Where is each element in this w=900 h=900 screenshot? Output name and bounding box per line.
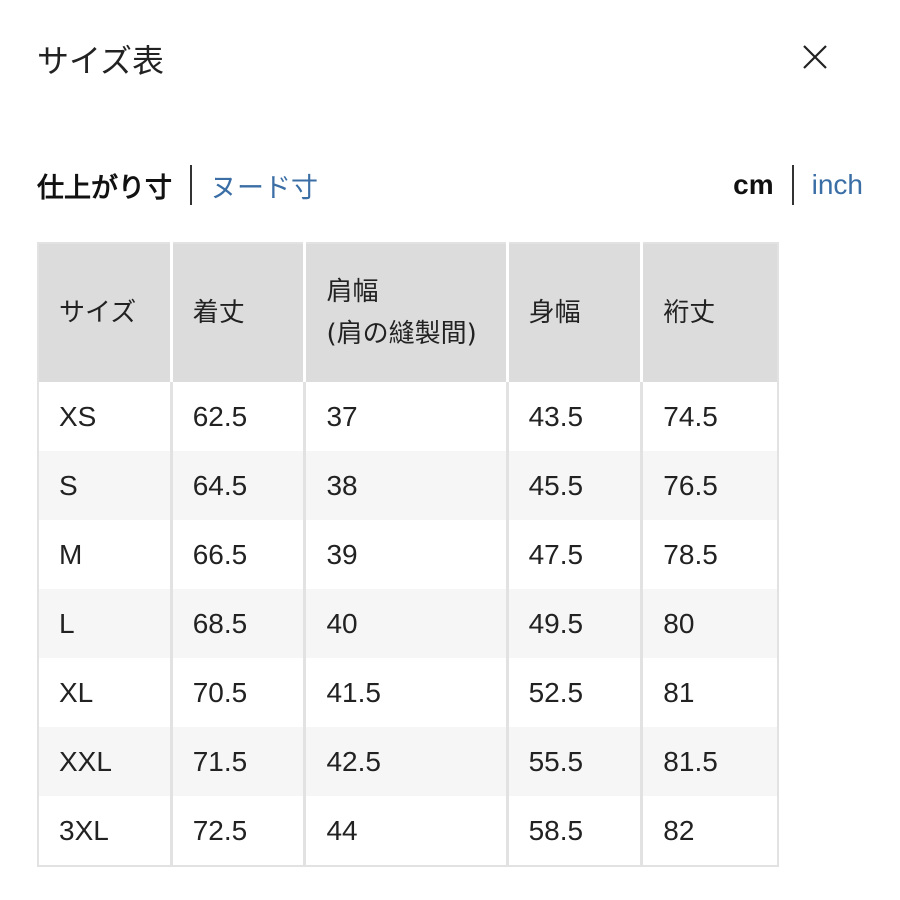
table-cell: 55.5 [505, 727, 642, 796]
table-row: 3XL 72.5 44 58.5 82 [38, 796, 778, 866]
table-row: XL 70.5 41.5 52.5 81 [38, 658, 778, 727]
table-cell: 37 [303, 382, 508, 451]
table-cell: 41.5 [303, 658, 508, 727]
table-cell: 42.5 [303, 727, 508, 796]
column-header: 肩幅 (肩の縫製間) [303, 243, 508, 382]
table-cell: 66.5 [169, 520, 305, 589]
table-cell: 45.5 [505, 451, 642, 520]
table-cell: 72.5 [169, 796, 305, 866]
table-cell: M [59, 538, 83, 570]
table-row: XS 62.5 37 43.5 74.5 [38, 382, 778, 451]
measurement-tabs: 仕上がり寸 ヌード寸 [37, 165, 318, 205]
column-header: 身幅 [505, 243, 642, 382]
table-cell: 82 [640, 796, 778, 866]
divider [190, 165, 192, 205]
table-cell: 49.5 [505, 589, 642, 658]
table-cell: 43.5 [505, 382, 642, 451]
page-title: サイズ表 [37, 42, 165, 80]
divider [791, 165, 794, 205]
table-cell: 44 [303, 796, 508, 866]
table-cell: 76.5 [640, 451, 778, 520]
table-cell: 3XL [59, 814, 109, 846]
table-cell: 47.5 [505, 520, 642, 589]
unit-toggle: cm inch [733, 165, 863, 205]
table-cell: 39 [303, 520, 508, 589]
table-cell: XL [59, 676, 94, 708]
table-cell: 52.5 [505, 658, 642, 727]
table-cell: 58.5 [505, 796, 642, 866]
table-cell: 38 [303, 451, 508, 520]
column-header: サイズ [38, 243, 172, 382]
table-row: XXL 71.5 42.5 55.5 81.5 [38, 727, 778, 796]
table-cell: 78.5 [640, 520, 778, 589]
table-cell: 71.5 [169, 727, 305, 796]
unit-inch[interactable]: inch [811, 169, 863, 200]
column-header: 着丈 [169, 243, 305, 382]
table-cell: 81.5 [640, 727, 778, 796]
table-cell: S [38, 451, 172, 520]
table-cell: 80 [640, 589, 778, 658]
table-cell: XXL [38, 727, 172, 796]
unit-cm[interactable]: cm [733, 169, 774, 200]
close-button[interactable] [798, 40, 832, 74]
table-cell: 74.5 [640, 382, 778, 451]
table-row: M 66.5 39 47.5 78.5 [38, 520, 778, 589]
size-table: サイズ 着丈 肩幅 (肩の縫製間) 身幅 裄丈 XS 62.5 37 43.5 74.5 S 64.… [37, 242, 779, 867]
close-icon[interactable] [798, 40, 832, 74]
table-cell: L [38, 589, 172, 658]
table-row: S 64.5 38 45.5 76.5 [38, 451, 778, 520]
table-cell: 40 [303, 589, 508, 658]
table-cell: 70.5 [169, 658, 305, 727]
table-cell: 81 [640, 658, 778, 727]
tab-body-size[interactable]: ヌード寸 [210, 172, 318, 204]
tab-finished-size[interactable]: 仕上がり寸 [37, 172, 172, 204]
table-row: L 68.5 40 49.5 80 [38, 589, 778, 658]
table-cell: 64.5 [169, 451, 305, 520]
table-cell: 68.5 [169, 589, 305, 658]
column-header: 裄丈 [640, 243, 778, 382]
table-cell: 62.5 [169, 382, 305, 451]
table-cell: XS [59, 400, 97, 432]
